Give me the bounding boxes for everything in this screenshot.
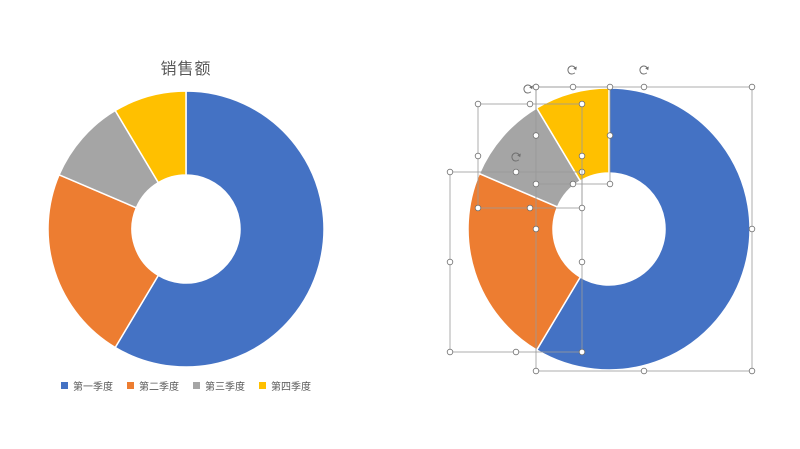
legend-item-4: 第四季度 — [259, 378, 311, 393]
resize-handle[interactable] — [474, 152, 482, 160]
resize-handle[interactable] — [569, 83, 577, 91]
resize-handle[interactable] — [748, 225, 756, 233]
resize-handle[interactable] — [578, 258, 586, 266]
resize-handle[interactable] — [532, 132, 540, 139]
resize-handle[interactable] — [526, 204, 534, 212]
left-doughnut-chart[interactable] — [47, 90, 325, 368]
resize-handle[interactable] — [606, 132, 614, 139]
resize-handle[interactable] — [578, 348, 586, 356]
resize-handle[interactable] — [748, 83, 756, 91]
resize-handle[interactable] — [446, 348, 454, 356]
chart1-slice-2[interactable] — [47, 173, 160, 349]
resize-handle[interactable] — [512, 168, 520, 176]
resize-handle[interactable] — [748, 367, 756, 375]
legend-label-2: 第二季度 — [139, 382, 179, 393]
rotate-handle-arrow-icon — [529, 85, 533, 90]
chart-legend: 第一季度 第二季度 第三季度 第四季度 — [0, 378, 372, 393]
legend-item-3: 第三季度 — [193, 378, 245, 393]
legend-swatch-2 — [127, 382, 134, 389]
chart1-slice-4[interactable] — [114, 90, 187, 184]
legend-swatch-1 — [61, 382, 68, 389]
legend-label-1: 第一季度 — [73, 382, 113, 393]
rotate-handle-arrow-icon — [573, 66, 577, 71]
resize-handle[interactable] — [578, 204, 586, 212]
resize-handle[interactable] — [474, 100, 482, 108]
resize-handle[interactable] — [640, 367, 648, 375]
resize-handle[interactable] — [578, 152, 586, 160]
rotate-handle-icon[interactable] — [567, 65, 577, 75]
legend-item-1: 第一季度 — [61, 378, 113, 393]
rotate-handle-icon[interactable] — [523, 84, 533, 94]
resize-handle[interactable] — [532, 180, 540, 188]
resize-handle[interactable] — [446, 168, 454, 176]
rotate-handle-arrow-icon — [645, 66, 649, 71]
resize-handle[interactable] — [532, 225, 540, 233]
rotate-handle-icon[interactable] — [639, 65, 649, 75]
legend-label-3: 第三季度 — [205, 382, 245, 393]
resize-handle[interactable] — [606, 180, 614, 188]
chart-title: 销售额 — [160, 59, 212, 78]
chart1-slice-1[interactable] — [114, 90, 325, 368]
rotate-handle-icon[interactable] — [511, 152, 521, 162]
resize-handle[interactable] — [578, 100, 586, 108]
selection-handles[interactable] — [446, 65, 756, 375]
resize-handle[interactable] — [512, 348, 520, 356]
resize-handle[interactable] — [640, 83, 648, 91]
legend-label-4: 第四季度 — [271, 382, 311, 393]
chart2-slice-1[interactable] — [535, 87, 751, 371]
resize-handle[interactable] — [569, 180, 577, 188]
resize-handle[interactable] — [446, 258, 454, 266]
legend-swatch-3 — [193, 382, 200, 389]
legend-item-2: 第二季度 — [127, 378, 179, 393]
resize-handle[interactable] — [606, 83, 614, 91]
resize-handle[interactable] — [474, 204, 482, 212]
resize-handle[interactable] — [532, 367, 540, 375]
rotate-handle-arrow-icon — [517, 153, 521, 158]
resize-handle[interactable] — [532, 83, 540, 91]
legend-swatch-4 — [259, 382, 266, 389]
resize-handle[interactable] — [526, 100, 534, 108]
right-doughnut-chart[interactable] — [467, 87, 751, 371]
chart2-slice-2[interactable] — [467, 172, 582, 352]
